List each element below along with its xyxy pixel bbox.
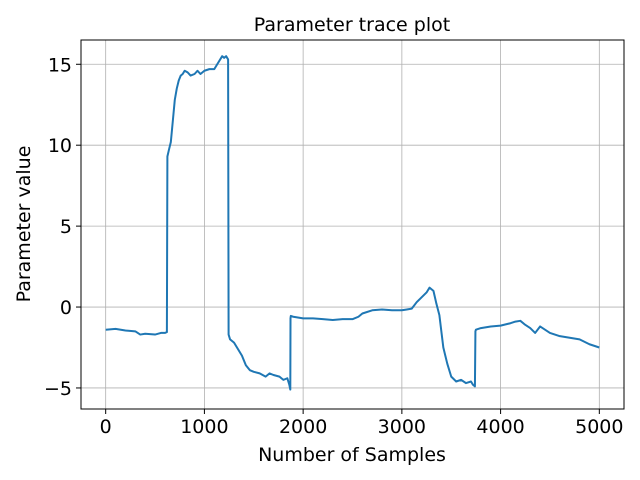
y-tick-label: 0 xyxy=(60,297,72,319)
x-tick-label: 5000 xyxy=(575,416,623,438)
series-line xyxy=(105,55,600,391)
x-axis-label: Number of Samples xyxy=(258,444,446,466)
y-tick-label: −5 xyxy=(44,378,72,400)
y-tick-label: 15 xyxy=(48,54,72,76)
tick-layer: 0 1000 2000 3000 4000 5000 −5 0 5 10 15 xyxy=(44,54,624,438)
plot-frame xyxy=(80,39,625,410)
y-tick-label: 10 xyxy=(48,135,72,157)
y-tick-label: 5 xyxy=(60,216,72,238)
x-tick-label: 0 xyxy=(100,416,112,438)
grid-layer xyxy=(81,40,624,409)
x-tick-label: 3000 xyxy=(378,416,426,438)
x-tick-label: 1000 xyxy=(180,416,228,438)
chart-title: Parameter trace plot xyxy=(254,14,450,36)
x-tick-label: 4000 xyxy=(476,416,524,438)
x-tick-label: 2000 xyxy=(279,416,327,438)
y-axis-label: Parameter value xyxy=(13,146,35,303)
